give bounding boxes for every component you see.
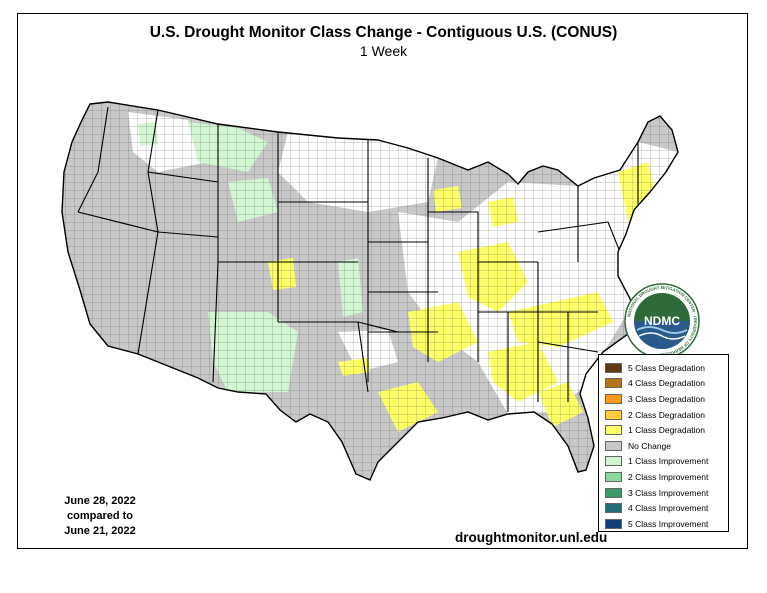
legend-label: 2 Class Degradation (628, 409, 706, 420)
date-compared-to: compared to (66, 510, 133, 522)
map-frame: U.S. Drought Monitor Class Change - Cont… (17, 13, 748, 549)
legend-item: 2 Class Degradation (605, 407, 728, 423)
ndmc-logo: NDMC NATIONAL DROUGHT MITIGATION CENTER … (624, 283, 700, 359)
legend-label: 3 Class Degradation (628, 393, 706, 404)
legend-swatch (605, 518, 622, 529)
legend-swatch (605, 471, 622, 482)
map-title: U.S. Drought Monitor Class Change - Cont… (149, 24, 618, 41)
source-url: droughtmonitor.unl.edu (455, 530, 608, 545)
state-boundaries (77, 106, 639, 412)
legend-label: 5 Class Degradation (628, 362, 706, 373)
legend-label: 3 Class Improvement (628, 487, 709, 498)
legend-swatch (605, 503, 622, 514)
legend-swatch (605, 487, 622, 498)
legend-item: 5 Class Degradation (605, 360, 728, 376)
legend-item: No Change (605, 438, 728, 454)
legend-swatch (605, 362, 622, 373)
legend-item: 3 Class Degradation (605, 391, 728, 407)
legend-label: 4 Class Improvement (628, 503, 709, 514)
legend-swatch (605, 393, 622, 404)
legend-swatch (605, 425, 622, 436)
comparison-dates: June 28, 2022 compared to June 21, 2022 (40, 494, 160, 539)
conus-map (61, 101, 679, 481)
legend-item: 1 Class Degradation (605, 422, 728, 438)
date-previous: June 21, 2022 (64, 525, 136, 537)
date-current: June 28, 2022 (64, 495, 136, 507)
legend-label: 4 Class Degradation (628, 378, 706, 389)
legend-swatch (605, 409, 622, 420)
legend-swatch (605, 378, 622, 389)
legend-item: 5 Class Improvement (605, 516, 728, 532)
logo-text: NDMC (644, 314, 680, 328)
map-subtitle: 1 Week (359, 43, 408, 59)
legend-swatch (605, 440, 622, 451)
legend: 5 Class Degradation 4 Class Degradation 3 … (598, 354, 729, 532)
legend-item: 4 Class Improvement (605, 500, 728, 516)
legend-item: 2 Class Improvement (605, 469, 728, 485)
legend-label: 5 Class Improvement (628, 518, 709, 529)
legend-label: 2 Class Improvement (628, 471, 709, 482)
legend-label: 1 Class Improvement (628, 456, 709, 467)
legend-label: 1 Class Degradation (628, 425, 706, 436)
legend-swatch (605, 456, 622, 467)
legend-label: No Change (628, 440, 672, 451)
legend-item: 1 Class Improvement (605, 454, 728, 470)
legend-item: 4 Class Degradation (605, 376, 728, 392)
legend-item: 3 Class Improvement (605, 485, 728, 501)
